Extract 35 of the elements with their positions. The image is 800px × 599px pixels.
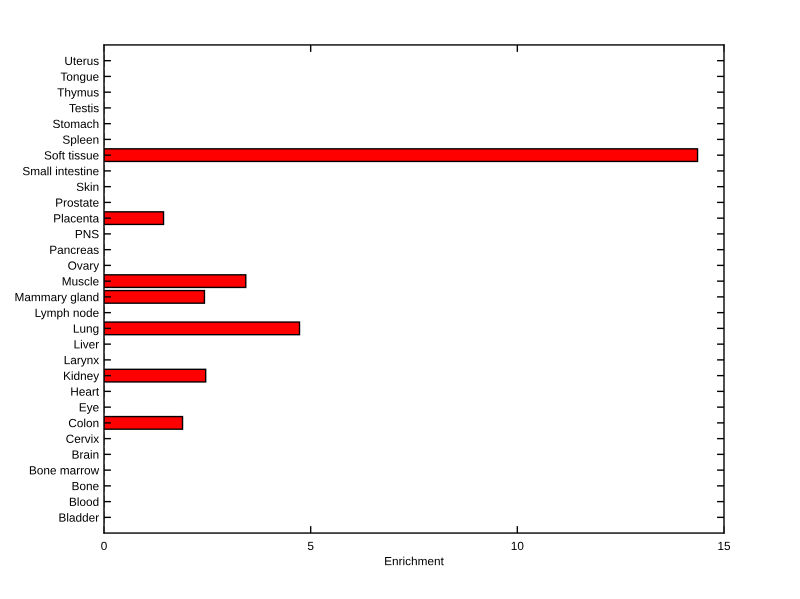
y-tick-label: Stomach — [53, 119, 98, 128]
y-tick-label: Bladder — [59, 513, 99, 522]
y-tick-label: Cervix — [66, 434, 100, 444]
y-tick-label: Liver — [74, 340, 99, 349]
y-tick-label: Bone — [72, 482, 99, 490]
y-tick-label: PNS — [76, 230, 99, 238]
x-tick-label: 15 — [718, 542, 730, 550]
x-tick-label: 10 — [512, 542, 524, 550]
y-tick-label: Placenta — [54, 214, 100, 223]
y-tick-label: Lymph node — [36, 308, 99, 320]
y-tick-label: Brain — [72, 450, 98, 459]
y-tick-label: Colon — [68, 418, 98, 428]
y-tick-label: Bone marrow — [30, 466, 100, 475]
y-tick-label: Spleen — [62, 135, 98, 146]
y-tick-label: Testis — [69, 104, 99, 112]
y-tick-label: Prostate — [56, 198, 99, 207]
y-tick-label: Thymus — [57, 88, 99, 99]
y-tick-label: Tongue — [60, 72, 99, 84]
y-tick-label: Soft tissue — [44, 150, 99, 160]
y-tick-label: Small intestine — [22, 166, 99, 176]
y-tick-label: Kidney — [64, 371, 100, 382]
y-tick-label: Heart — [71, 388, 100, 396]
y-tick-label: Eye — [80, 403, 99, 414]
y-tick-label: Mammary gland — [15, 292, 98, 304]
y-tick-label: Pancreas — [50, 246, 99, 254]
x-axis-title: Enrichment — [385, 556, 444, 566]
y-tick-label: Blood — [70, 497, 98, 506]
y-tick-label: Uterus — [65, 56, 99, 66]
y-tick-label: Ovary — [68, 261, 100, 272]
y-tick-label: Skin — [76, 182, 98, 192]
y-tick-label: Lung — [74, 324, 98, 336]
x-tick-label: 5 — [308, 542, 314, 550]
y-tick-label: Larynx — [64, 356, 100, 367]
y-tick-label: Muscle — [62, 276, 99, 286]
x-tick-label: 0 — [101, 542, 107, 550]
